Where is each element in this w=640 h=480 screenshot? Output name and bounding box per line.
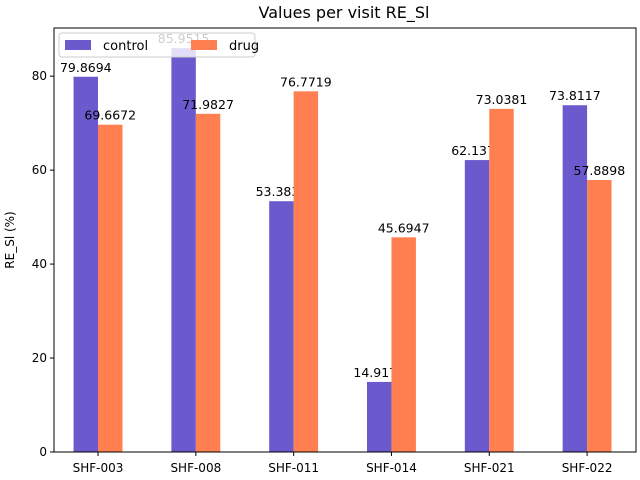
y-tick-label-60: 60	[32, 163, 47, 177]
data-label-control-SHF-003: 79.8694	[60, 60, 112, 75]
x-tick-label-SHF-021: SHF-021	[464, 461, 515, 475]
bar-drug-SHF-003	[98, 124, 123, 452]
data-label-drug-SHF-008: 71.9827	[182, 97, 234, 112]
legend-label-control: control	[103, 39, 148, 54]
data-label-control-SHF-022: 73.8117	[549, 88, 601, 103]
bar-drug-SHF-022	[587, 180, 612, 452]
y-tick-label-80: 80	[32, 69, 47, 83]
x-tick-label-SHF-014: SHF-014	[366, 461, 417, 475]
legend-label-drug: drug	[229, 39, 259, 54]
bar-drug-SHF-008	[195, 113, 221, 452]
legend: control drug	[58, 32, 259, 58]
x-tick-label-SHF-008: SHF-008	[170, 461, 221, 475]
data-label-drug-SHF-011: 76.7719	[280, 74, 332, 89]
x-tick-label-SHF-003: SHF-003	[73, 461, 124, 475]
data-label-drug-SHF-022: 57.8898	[573, 163, 625, 178]
bar-control-SHF-011	[269, 201, 294, 452]
y-tick-label-40: 40	[32, 257, 47, 271]
plot-area: 79.869485.951553.383714.917662.137973.81…	[32, 31, 625, 475]
legend-swatch-drug	[191, 40, 217, 50]
bar-drug-SHF-021	[489, 108, 514, 453]
x-tick-label-SHF-011: SHF-011	[268, 461, 319, 475]
bar-drug-SHF-014	[391, 237, 416, 452]
data-label-drug-SHF-003: 69.6672	[84, 108, 136, 123]
bar-control-SHF-008	[171, 48, 196, 453]
bar-control-SHF-021	[464, 160, 490, 452]
plot-frame	[53, 27, 637, 453]
y-axis-label: RE_Sl (%)	[3, 211, 17, 268]
y-tick-label-0: 0	[39, 445, 47, 459]
y-tick-label-20: 20	[32, 351, 47, 365]
bar-control-SHF-022	[562, 105, 588, 452]
legend-frame	[58, 32, 256, 58]
legend-swatch-control	[65, 40, 91, 50]
bar-drug-SHF-011	[293, 91, 319, 453]
chart-title: Values per visit RE_Sl	[259, 3, 430, 23]
x-tick-label-SHF-022: SHF-022	[562, 461, 613, 475]
data-label-drug-SHF-021: 73.0381	[476, 92, 528, 107]
bar-control-SHF-014	[367, 381, 392, 452]
bar-control-SHF-003	[73, 76, 99, 453]
data-label-drug-SHF-014: 45.6947	[378, 220, 430, 235]
